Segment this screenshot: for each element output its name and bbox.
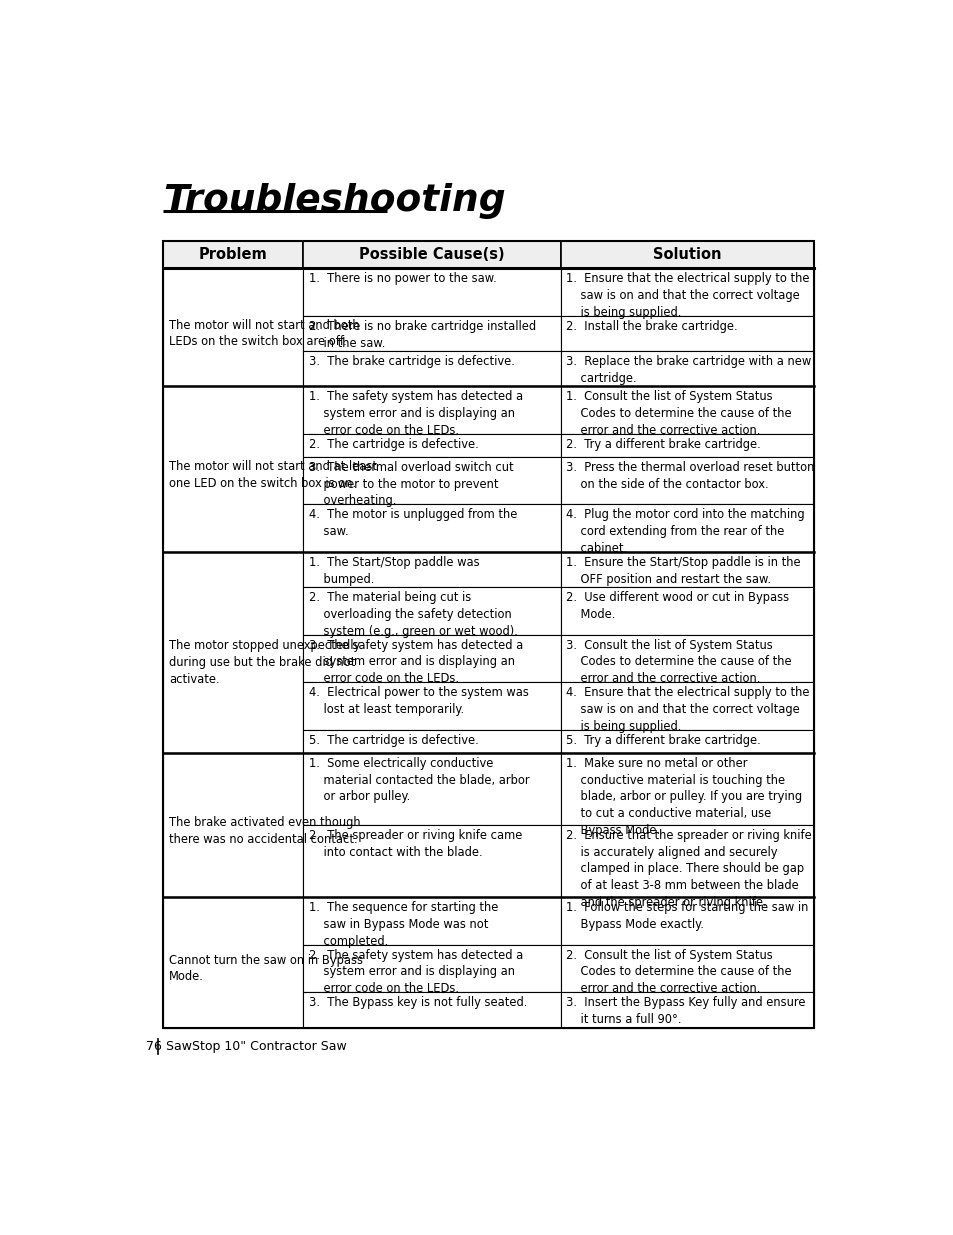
Bar — [560, 316, 814, 351]
Bar — [303, 635, 560, 683]
Text: 3.  Consult the list of System Status
    Codes to determine the cause of the
  : 3. Consult the list of System Status Cod… — [565, 638, 791, 685]
Bar — [163, 268, 303, 387]
Bar — [303, 351, 560, 387]
Text: 3.  Replace the brake cartridge with a new
    cartridge.: 3. Replace the brake cartridge with a ne… — [565, 354, 810, 385]
Text: 2.  Use different wood or cut in Bypass
    Mode.: 2. Use different wood or cut in Bypass M… — [565, 592, 788, 621]
Text: 3.  The thermal overload switch cut
    power to the motor to prevent
    overhe: 3. The thermal overload switch cut power… — [309, 461, 513, 508]
Bar — [560, 992, 814, 1028]
Bar — [560, 268, 814, 316]
Text: 2.  The material being cut is
    overloading the safety detection
    system (e: 2. The material being cut is overloading… — [309, 592, 517, 637]
Text: 3.  Press the thermal overload reset button
    on the side of the contactor box: 3. Press the thermal overload reset butt… — [565, 461, 814, 490]
Text: Possible Cause(s): Possible Cause(s) — [358, 247, 504, 262]
Bar — [560, 504, 814, 552]
Text: 5.  The cartridge is defective.: 5. The cartridge is defective. — [309, 734, 478, 747]
Text: 3.  Insert the Bypass Key fully and ensure
    it turns a full 90°.: 3. Insert the Bypass Key fully and ensur… — [565, 997, 804, 1026]
Bar — [303, 433, 560, 457]
Text: 2.  The spreader or riving knife came
    into contact with the blade.: 2. The spreader or riving knife came int… — [309, 829, 521, 858]
Bar — [560, 635, 814, 683]
Text: Problem: Problem — [199, 247, 268, 262]
Bar — [560, 730, 814, 753]
Bar — [163, 753, 303, 897]
Text: 2.  There is no brake cartridge installed
    in the saw.: 2. There is no brake cartridge installed… — [309, 320, 536, 350]
Text: 1.  Follow the steps for starting the saw in
    Bypass Mode exactly.: 1. Follow the steps for starting the saw… — [565, 902, 807, 931]
Bar — [303, 241, 560, 268]
Bar — [560, 897, 814, 945]
Bar — [560, 683, 814, 730]
Text: Solution: Solution — [653, 247, 721, 262]
Text: 76: 76 — [146, 1040, 162, 1053]
Bar — [560, 552, 814, 588]
Bar — [303, 683, 560, 730]
Bar — [303, 504, 560, 552]
Text: 2.  The cartridge is defective.: 2. The cartridge is defective. — [309, 437, 478, 451]
Text: Cannot turn the saw on in Bypass
Mode.: Cannot turn the saw on in Bypass Mode. — [169, 953, 362, 983]
Bar — [303, 387, 560, 433]
Text: The brake activated even though
there was no accidental contact.: The brake activated even though there wa… — [169, 816, 360, 846]
Bar — [303, 945, 560, 992]
Text: SawStop 10" Contractor Saw: SawStop 10" Contractor Saw — [166, 1040, 346, 1053]
Text: 2.  Try a different brake cartridge.: 2. Try a different brake cartridge. — [565, 437, 760, 451]
Bar — [163, 241, 814, 1028]
Bar — [560, 433, 814, 457]
Bar — [303, 316, 560, 351]
Bar — [163, 387, 303, 552]
Text: 1.  There is no power to the saw.: 1. There is no power to the saw. — [309, 272, 497, 285]
Text: 1.  The safety system has detected a
    system error and is displaying an
    e: 1. The safety system has detected a syst… — [309, 390, 522, 437]
Text: 1.  The sequence for starting the
    saw in Bypass Mode was not
    completed.: 1. The sequence for starting the saw in … — [309, 902, 497, 947]
Text: 1.  Ensure that the electrical supply to the
    saw is on and that the correct : 1. Ensure that the electrical supply to … — [565, 272, 808, 319]
Bar — [303, 753, 560, 825]
Text: 1.  Ensure the Start/Stop paddle is in the
    OFF position and restart the saw.: 1. Ensure the Start/Stop paddle is in th… — [565, 556, 800, 585]
Text: The motor stopped unexpectedly
during use but the brake did not
activate.: The motor stopped unexpectedly during us… — [169, 640, 359, 685]
Text: 2.  The safety system has detected a
    system error and is displaying an
    e: 2. The safety system has detected a syst… — [309, 948, 522, 995]
Text: 2.  Ensure that the spreader or riving knife
    is accurately aligned and secur: 2. Ensure that the spreader or riving kn… — [565, 829, 811, 909]
Bar — [560, 351, 814, 387]
Bar — [303, 588, 560, 635]
Bar — [560, 241, 814, 268]
Bar — [303, 268, 560, 316]
Bar — [303, 897, 560, 945]
Text: 4.  The motor is unplugged from the
    saw.: 4. The motor is unplugged from the saw. — [309, 509, 517, 538]
Text: Troubleshooting: Troubleshooting — [163, 183, 505, 219]
Text: 4.  Ensure that the electrical supply to the
    saw is on and that the correct : 4. Ensure that the electrical supply to … — [565, 687, 808, 732]
Text: 3.  The Bypass key is not fully seated.: 3. The Bypass key is not fully seated. — [309, 997, 527, 1009]
Text: 1.  The Start/Stop paddle was
    bumped.: 1. The Start/Stop paddle was bumped. — [309, 556, 479, 585]
Bar — [163, 897, 303, 1028]
Text: 4.  Electrical power to the system was
    lost at least temporarily.: 4. Electrical power to the system was lo… — [309, 687, 528, 716]
Bar — [560, 753, 814, 825]
Text: The motor will not start and both
LEDs on the switch box are off.: The motor will not start and both LEDs o… — [169, 319, 359, 348]
Text: 2.  Consult the list of System Status
    Codes to determine the cause of the
  : 2. Consult the list of System Status Cod… — [565, 948, 791, 995]
Bar — [560, 945, 814, 992]
Bar — [303, 730, 560, 753]
Text: The motor will not start and at least
one LED on the switch box is on.: The motor will not start and at least on… — [169, 461, 376, 490]
Text: 1.  Make sure no metal or other
    conductive material is touching the
    blad: 1. Make sure no metal or other conductiv… — [565, 757, 801, 837]
Bar — [560, 387, 814, 433]
Text: 4.  Plug the motor cord into the matching
    cord extending from the rear of th: 4. Plug the motor cord into the matching… — [565, 509, 803, 555]
Bar — [560, 457, 814, 504]
Bar — [303, 552, 560, 588]
Bar — [560, 825, 814, 897]
Text: 1.  Some electrically conductive
    material contacted the blade, arbor
    or : 1. Some electrically conductive material… — [309, 757, 529, 803]
Bar — [303, 457, 560, 504]
Bar — [303, 825, 560, 897]
Bar — [560, 588, 814, 635]
Bar — [163, 241, 303, 268]
Text: 1.  Consult the list of System Status
    Codes to determine the cause of the
  : 1. Consult the list of System Status Cod… — [565, 390, 791, 437]
Text: 3.  The brake cartridge is defective.: 3. The brake cartridge is defective. — [309, 354, 515, 368]
Bar — [303, 992, 560, 1028]
Text: 3.  The safety system has detected a
    system error and is displaying an
    e: 3. The safety system has detected a syst… — [309, 638, 522, 685]
Text: 5.  Try a different brake cartridge.: 5. Try a different brake cartridge. — [565, 734, 760, 747]
Bar — [163, 552, 303, 753]
Text: 2.  Install the brake cartridge.: 2. Install the brake cartridge. — [565, 320, 737, 332]
